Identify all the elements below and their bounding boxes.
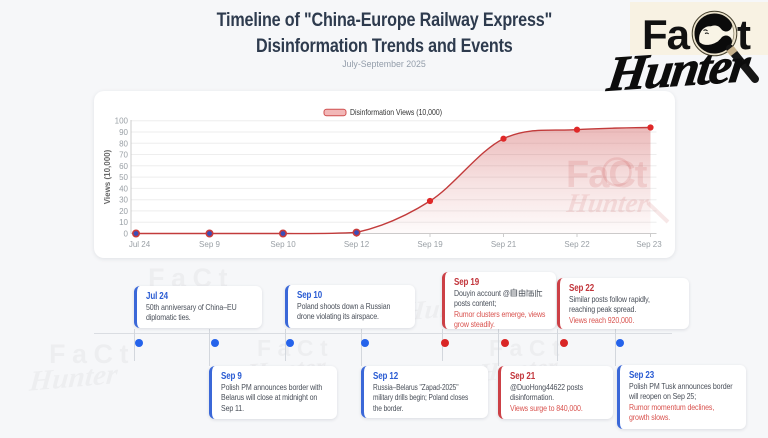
svg-text:60: 60 (119, 162, 128, 171)
svg-text:Sep 23: Sep 23 (636, 240, 662, 249)
svg-text:Sep 10: Sep 10 (270, 240, 296, 249)
svg-text:Sep 9: Sep 9 (199, 240, 220, 249)
svg-text:100: 100 (115, 117, 129, 126)
svg-text:Sep 22: Sep 22 (564, 240, 590, 249)
svg-text:10: 10 (119, 218, 128, 227)
svg-text:Views (10,000): Views (10,000) (103, 149, 112, 204)
svg-text:Sep 21: Sep 21 (491, 240, 517, 249)
svg-text:30: 30 (119, 196, 128, 205)
svg-text:50: 50 (119, 173, 128, 182)
svg-text:90: 90 (119, 128, 128, 137)
svg-text:Sep 19: Sep 19 (417, 240, 443, 249)
svg-text:70: 70 (119, 151, 128, 160)
svg-text:Jul 24: Jul 24 (129, 240, 151, 249)
svg-text:Disinformation Views (10,000): Disinformation Views (10,000) (350, 107, 442, 117)
svg-text:40: 40 (119, 184, 128, 193)
svg-text:0: 0 (124, 230, 129, 239)
svg-text:80: 80 (119, 139, 128, 148)
svg-text:20: 20 (119, 207, 128, 216)
svg-text:Sep 12: Sep 12 (344, 240, 370, 249)
